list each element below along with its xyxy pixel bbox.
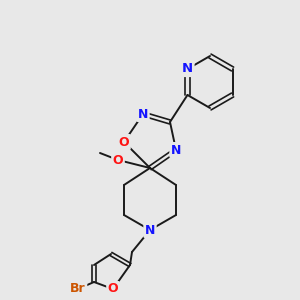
Text: O: O <box>119 136 129 148</box>
Text: N: N <box>145 224 155 236</box>
Text: N: N <box>182 62 193 76</box>
Text: N: N <box>138 107 148 121</box>
Text: N: N <box>171 143 181 157</box>
Text: O: O <box>113 154 123 166</box>
Text: O: O <box>108 283 118 296</box>
Text: Br: Br <box>70 283 86 296</box>
